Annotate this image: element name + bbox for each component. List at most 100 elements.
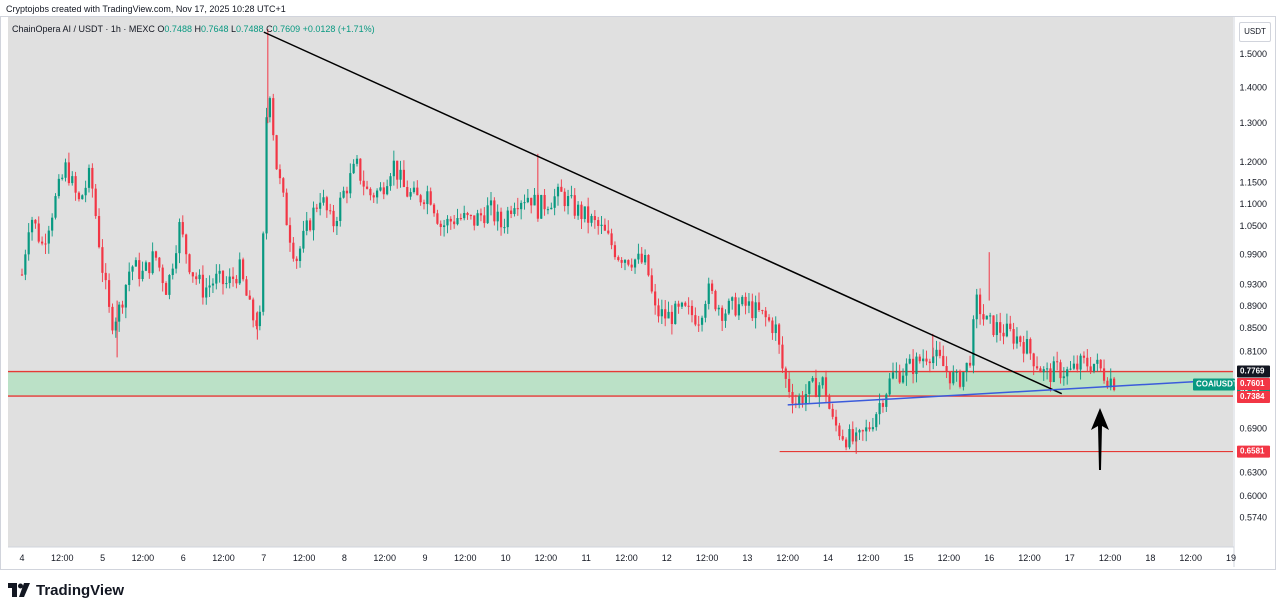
candle-body bbox=[64, 162, 67, 178]
candle-body bbox=[932, 356, 935, 364]
candle-body bbox=[499, 211, 503, 228]
candle-body bbox=[664, 309, 667, 319]
close-label: C bbox=[266, 24, 273, 34]
candle-body bbox=[148, 262, 151, 274]
candle-body bbox=[181, 222, 184, 235]
candle-body bbox=[339, 197, 342, 221]
plot-background bbox=[8, 17, 1233, 547]
candle-body bbox=[121, 304, 124, 308]
candle-body bbox=[861, 430, 864, 432]
x-tick-label: 6 bbox=[181, 553, 186, 563]
candle-body bbox=[1079, 355, 1082, 370]
candle-body bbox=[888, 378, 891, 395]
candle-body bbox=[141, 270, 144, 280]
candle-body bbox=[503, 227, 506, 229]
candle-body bbox=[1062, 376, 1065, 379]
candle-body bbox=[858, 430, 861, 433]
candle-body bbox=[218, 270, 221, 274]
candle-body bbox=[667, 311, 670, 319]
candle-body bbox=[41, 241, 44, 244]
support-1-price-label-bg bbox=[1237, 378, 1270, 391]
candle-body bbox=[982, 314, 985, 320]
candle-body bbox=[975, 294, 978, 320]
x-tick-label: 12:00 bbox=[293, 553, 316, 563]
candle-body bbox=[77, 192, 81, 200]
candle-body bbox=[285, 192, 288, 226]
candle-body bbox=[30, 219, 34, 233]
candle-body bbox=[154, 251, 158, 258]
candle-body bbox=[761, 310, 764, 312]
candle-body bbox=[570, 195, 573, 197]
candle-body bbox=[34, 219, 37, 224]
candle-body bbox=[1012, 329, 1015, 344]
candle-body bbox=[158, 257, 161, 268]
brand: TradingView bbox=[8, 580, 124, 600]
candle-body bbox=[654, 291, 657, 306]
candle-body bbox=[406, 186, 409, 197]
candle-body bbox=[999, 322, 1002, 333]
candle-body bbox=[27, 232, 30, 255]
candle-body bbox=[57, 178, 60, 197]
x-tick-label: 12:00 bbox=[212, 553, 235, 563]
candle-body bbox=[1009, 323, 1012, 330]
candle-body bbox=[607, 230, 610, 234]
candle-body bbox=[717, 307, 720, 310]
candle-body bbox=[700, 317, 704, 325]
up-arrow-icon bbox=[1091, 408, 1109, 470]
resistance-price-label: 0.7769 bbox=[1237, 365, 1270, 378]
candle-body bbox=[208, 285, 211, 288]
candle-body bbox=[721, 307, 724, 321]
candle-body bbox=[821, 377, 824, 386]
x-tick-label: 18 bbox=[1145, 553, 1155, 563]
candle-body bbox=[603, 224, 606, 231]
candle-body bbox=[1082, 355, 1086, 358]
candle-body bbox=[711, 283, 714, 291]
candle-body bbox=[446, 218, 449, 226]
x-tick-label: 12:00 bbox=[1018, 553, 1041, 563]
symbol-name[interactable]: ChainOpera AI / USDT · 1h · MEXC bbox=[12, 24, 155, 34]
x-tick-label: 12:00 bbox=[535, 553, 558, 563]
candle-body bbox=[24, 254, 27, 275]
candle-body bbox=[409, 192, 412, 197]
candle-body bbox=[928, 361, 931, 364]
candle-body bbox=[265, 117, 268, 234]
candle-body bbox=[580, 204, 583, 220]
candle-body bbox=[292, 242, 295, 259]
candle-body bbox=[912, 358, 915, 374]
candle-body bbox=[898, 371, 901, 383]
candle-body bbox=[818, 385, 821, 398]
resistance-price-label-text: 0.7769 bbox=[1240, 367, 1265, 376]
candle-body bbox=[778, 324, 781, 345]
candle-body bbox=[1002, 332, 1005, 337]
open-label: O bbox=[157, 24, 165, 34]
support-2-price-label-text: 0.7384 bbox=[1240, 392, 1265, 401]
x-tick-label: 12:00 bbox=[776, 553, 799, 563]
candle-body bbox=[1076, 363, 1079, 370]
candle-body bbox=[922, 358, 925, 362]
candle-body bbox=[814, 377, 818, 398]
candle-body bbox=[1059, 362, 1062, 379]
candle-body bbox=[376, 190, 379, 198]
candle-body bbox=[704, 303, 707, 318]
candle-body bbox=[1113, 378, 1116, 391]
candle-body bbox=[1046, 368, 1049, 370]
x-tick-label: 10 bbox=[501, 553, 511, 563]
candle-body bbox=[526, 197, 529, 203]
candle-body bbox=[175, 253, 178, 269]
candle-body bbox=[905, 363, 908, 376]
candle-body bbox=[382, 187, 385, 195]
currency-button[interactable]: USDT bbox=[1239, 22, 1271, 42]
x-tick-label: 4 bbox=[19, 553, 24, 563]
candle-body bbox=[640, 253, 643, 263]
candle-body bbox=[613, 245, 617, 258]
y-tick-label: 0.9900 bbox=[1239, 250, 1267, 260]
candle-body bbox=[871, 427, 874, 430]
candle-body bbox=[968, 362, 972, 366]
candle-body bbox=[623, 260, 627, 263]
low-price-label-bg bbox=[1237, 445, 1270, 458]
candle-body bbox=[134, 260, 137, 267]
candle-body bbox=[81, 195, 84, 200]
candle-body bbox=[714, 290, 717, 310]
candle-body bbox=[379, 187, 382, 191]
